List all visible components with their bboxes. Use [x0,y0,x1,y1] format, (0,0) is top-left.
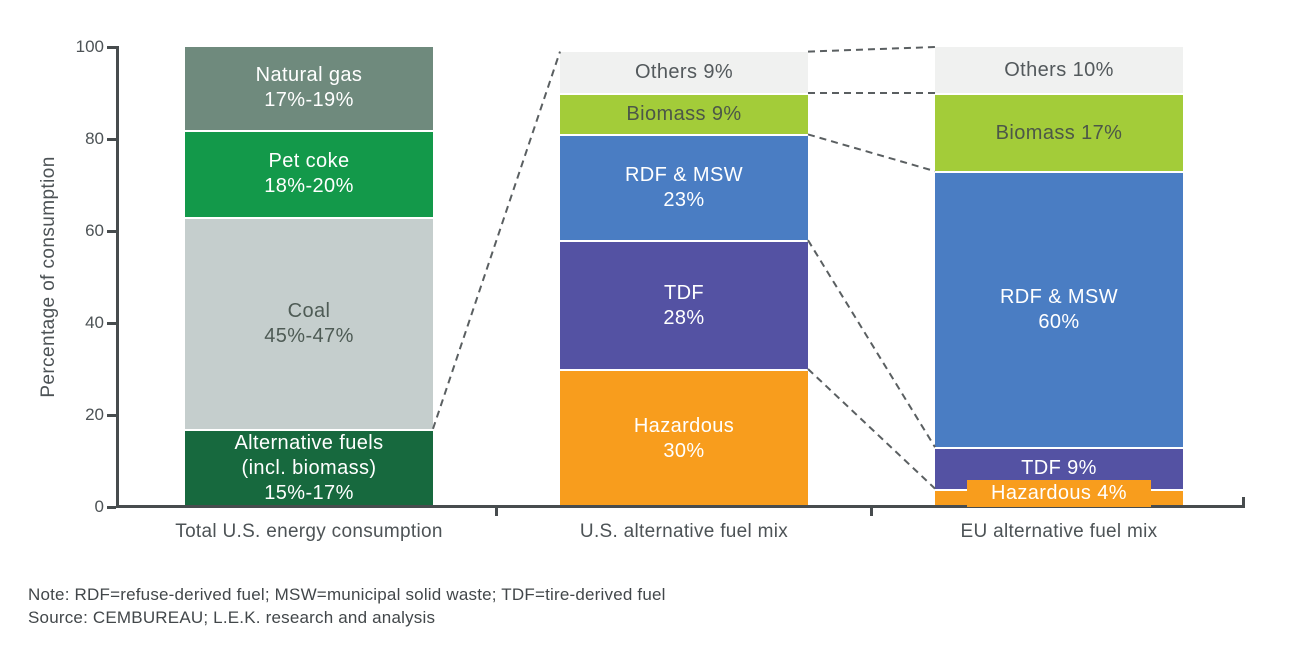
y-tick-label-80: 80 [85,129,104,148]
segment-label: Alternative fuels [234,432,384,455]
y-axis-title: Percentage of consumption [38,156,59,398]
y-tick-mark-80 [107,137,116,141]
bar-2-segment-others: Others 9% [560,51,808,93]
connector-line [807,239,936,448]
x-axis-separator-tick [495,508,498,516]
x-category-label-u-s-alternative-fuel-mix: U.S. alternative fuel mix [579,521,789,542]
segment-label: TDF [663,281,705,304]
segment-label: Hazardous [633,415,735,437]
connector-line [807,368,936,490]
segment-label: Natural gas [255,64,363,87]
x-category-label-total-u-s-energy-consumption: Total U.S. energy consumption [175,521,443,542]
y-tick-mark-40 [107,321,116,325]
segment-label: 23% [663,189,705,212]
segment-label: 15%-17% [264,482,354,505]
segment-label: 60% [1038,311,1080,334]
y-tick-label-40: 40 [85,313,104,332]
connector-line [432,51,561,430]
segment-label: Biomass 17% [995,121,1123,144]
segment-label: 28% [663,306,705,329]
y-tick-label-0: 0 [94,497,104,516]
y-tick-mark-20 [107,413,116,417]
bar-2-segment-biomass: Biomass 9% [560,93,808,135]
segment-label: Biomass 9% [626,103,742,126]
y-tick-label-100: 100 [75,37,104,56]
segment-label: 30% [663,440,705,462]
bar-2-segment-hazardous: Hazardous 30% [560,369,808,507]
x-axis-separator-tick [870,508,873,516]
source-text: Source: CEMBUREAU; L.E.K. research and a… [28,608,436,627]
segment-label: Others 9% [634,60,734,83]
y-tick-label-20: 20 [85,405,104,424]
segment-label: (incl. biomass) [241,457,377,480]
segment-label: 17%-19% [264,89,354,112]
y-tick-label-60: 60 [85,221,104,240]
bar-3-segment-biomass: Biomass 17% [935,93,1183,172]
x-axis [116,505,1245,508]
y-tick-mark-0 [107,505,116,509]
bar-1-segment-coal: Coal 45%-47% [185,217,433,429]
y-axis [116,46,119,508]
segment-label: 45%-47% [264,324,354,347]
y-tick-mark-100 [107,45,116,49]
segment-label: TDF 9% [1021,457,1097,480]
bar-1-segment-pet-coke: Pet coke 18%-20% [185,129,433,218]
connector-line [807,133,936,173]
y-tick-mark-60 [107,229,116,233]
note-text: Note: RDF=refuse-derived fuel; MSW=munic… [28,585,666,604]
segment-label: Pet coke [268,150,350,173]
x-axis-end-cap-tick [1242,497,1245,505]
segment-label: 18%-20% [264,175,354,198]
segment-label: Coal [287,299,331,322]
connector-line [807,46,936,53]
bar-3-segment-hazardous-overlay-label: Hazardous 4% [967,480,1151,507]
bar-1-segment-alternative-fuels-incl-biomass: Alternative fuels (incl. biomass) 15%-17% [185,428,433,507]
bar-1-segment-natural-gas: Natural gas 17%-19% [185,47,433,130]
segment-label: RDF & MSW [624,164,744,187]
bar-3-segment-others: Others 10% [935,47,1183,93]
bar-3-segment-rdf-msw: RDF & MSW 60% [935,171,1183,448]
bar-2-segment-rdf-msw: RDF & MSW 23% [560,134,808,241]
bar-2-segment-tdf: TDF 28% [560,240,808,369]
segment-label: Others 10% [1004,58,1114,81]
segment-label: RDF & MSW [999,286,1119,309]
x-category-label-eu-alternative-fuel-mix: EU alternative fuel mix [960,521,1158,542]
